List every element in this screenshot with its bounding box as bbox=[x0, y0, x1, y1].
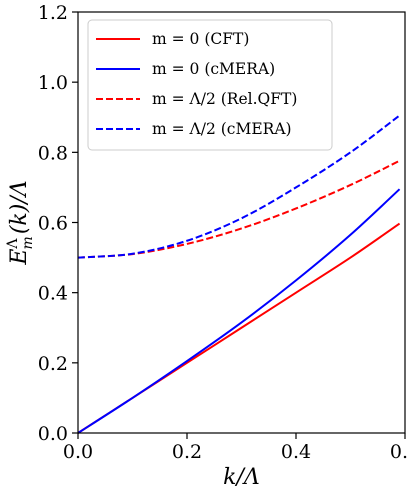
y-tick-label: 0.8 bbox=[38, 142, 68, 164]
x-tick-label: 0.4 bbox=[281, 441, 311, 463]
y-tick-label: 0.2 bbox=[38, 353, 68, 375]
series-line-3 bbox=[77, 159, 400, 259]
y-axis: 0.0 0.2 0.4 0.6 0.8 1.0 1.2 bbox=[38, 2, 78, 445]
x-tick-label: 0.2 bbox=[172, 441, 202, 463]
y-axis-label-base: E bbox=[7, 249, 32, 266]
plot-lines bbox=[77, 114, 401, 434]
legend-item: m = 0 (CFT) bbox=[96, 30, 249, 48]
x-tick-label: 0.0 bbox=[63, 441, 93, 463]
y-axis-label-sup: Λ bbox=[5, 238, 21, 250]
series-line-4 bbox=[77, 114, 401, 259]
y-tick-label: 1.2 bbox=[38, 2, 68, 24]
y-axis-label: EΛm (k)/Λ bbox=[5, 180, 36, 265]
y-tick-label: 0.4 bbox=[38, 283, 68, 305]
y-axis-label-rest: (k)/Λ bbox=[7, 180, 32, 234]
x-axis: 0.0 0.2 0.4 0.6 bbox=[63, 433, 407, 463]
y-tick-label: 0.0 bbox=[38, 423, 68, 445]
legend-item: m = 0 (cMERA) bbox=[96, 60, 275, 78]
x-axis-label: k/Λ bbox=[223, 465, 260, 490]
legend-item: m = Λ/2 (Rel.QFT) bbox=[96, 90, 297, 108]
x-tick-label: 0.6 bbox=[390, 441, 407, 463]
y-tick-label: 1.0 bbox=[38, 72, 68, 94]
legend-label: m = Λ/2 (cMERA) bbox=[152, 120, 292, 138]
legend-box bbox=[87, 19, 333, 151]
y-axis-label-sub: m bbox=[20, 236, 36, 249]
series-line-2 bbox=[77, 188, 401, 434]
y-tick-label: 0.6 bbox=[38, 213, 68, 235]
legend: m = 0 (CFT) m = 0 (cMERA) m = Λ/2 (Rel.QFT… bbox=[87, 19, 333, 151]
legend-label: m = Λ/2 (Rel.QFT) bbox=[152, 90, 297, 108]
legend-label: m = 0 (cMERA) bbox=[152, 60, 275, 78]
legend-label: m = 0 (CFT) bbox=[152, 30, 249, 48]
legend-item: m = Λ/2 (cMERA) bbox=[96, 120, 292, 138]
